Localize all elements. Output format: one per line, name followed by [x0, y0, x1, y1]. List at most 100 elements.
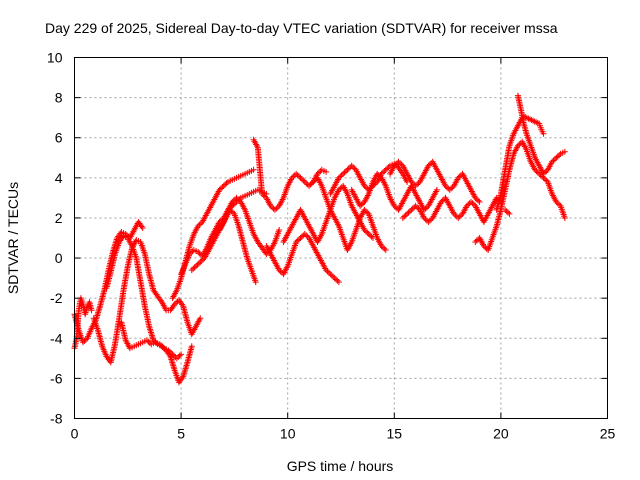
x-tick-label: 0	[71, 426, 79, 442]
data-point-marker	[276, 267, 283, 274]
y-tick-label: 0	[55, 250, 63, 266]
data-point-marker	[267, 202, 274, 209]
data-point-marker	[340, 170, 347, 177]
data-point-marker	[171, 301, 178, 308]
data-point-marker	[422, 205, 429, 212]
data-point-marker	[482, 244, 489, 251]
data-point-marker	[294, 237, 301, 244]
data-point-marker	[88, 307, 95, 314]
data-point-marker	[412, 182, 419, 189]
data-point-marker	[176, 352, 183, 359]
data-point-marker	[170, 352, 177, 359]
data-point-marker	[396, 160, 403, 167]
data-points	[71, 92, 568, 386]
data-point-marker	[364, 209, 371, 216]
data-point-marker	[502, 206, 509, 213]
data-point-marker	[325, 269, 332, 276]
data-point-marker	[357, 202, 364, 209]
data-point-marker	[361, 206, 368, 213]
data-point-marker	[276, 226, 283, 233]
data-point-marker	[296, 173, 303, 180]
data-point-marker	[234, 196, 241, 203]
data-point-marker	[233, 194, 240, 201]
data-point-marker	[290, 173, 297, 180]
data-point-marker	[252, 279, 259, 286]
data-point-marker	[405, 209, 412, 216]
data-point-marker	[229, 209, 236, 216]
y-tick-label: -8	[50, 411, 63, 427]
data-point-marker	[156, 341, 163, 348]
data-point-marker	[293, 239, 300, 246]
data-point-marker	[554, 200, 561, 207]
data-point-marker	[465, 201, 472, 208]
data-point-marker	[392, 161, 399, 168]
data-point-marker	[475, 197, 482, 204]
data-point-marker	[344, 166, 351, 173]
data-point-marker	[469, 200, 476, 207]
data-point-marker	[379, 169, 386, 176]
data-point-marker	[382, 247, 389, 254]
data-point-marker	[473, 196, 480, 203]
data-point-marker	[173, 355, 180, 362]
data-point-marker	[408, 178, 415, 185]
data-point-marker	[300, 177, 307, 184]
data-point-marker	[365, 230, 372, 237]
data-point-marker	[402, 212, 409, 219]
data-point-marker	[539, 173, 546, 180]
data-point-marker	[472, 239, 479, 246]
data-point-marker	[550, 157, 557, 164]
data-point-marker	[222, 181, 229, 188]
data-point-marker	[395, 158, 402, 165]
data-point-marker	[375, 172, 382, 179]
data-point-marker	[442, 182, 449, 189]
data-point-marker	[406, 208, 413, 215]
data-point-marker	[327, 271, 334, 278]
data-point-marker	[335, 279, 342, 286]
data-point-marker	[368, 233, 375, 240]
x-axis-title: GPS time / hours	[287, 458, 394, 474]
data-point-marker	[378, 243, 385, 250]
data-point-marker	[514, 142, 521, 149]
y-tick-labels: -8 -6 -4 -2 0 2 4 6 8 10	[47, 50, 63, 427]
x-tick-labels: 0 5 10 15 20 25	[71, 426, 616, 442]
x-tick-label: 25	[600, 426, 616, 442]
data-point-marker	[421, 214, 428, 221]
data-point-marker	[362, 208, 369, 215]
data-point-marker	[426, 217, 433, 224]
data-point-marker	[335, 186, 342, 193]
data-point-marker	[159, 343, 166, 350]
data-point-marker	[392, 204, 399, 211]
y-axis-title: SDTVAR / TECUs	[5, 182, 21, 294]
data-point-marker	[308, 180, 315, 187]
y-tick-label: 4	[55, 170, 63, 186]
data-point-marker	[379, 244, 386, 251]
data-point-marker	[399, 214, 406, 221]
data-point-marker	[505, 209, 512, 216]
data-point-marker	[338, 172, 345, 179]
data-point-marker	[358, 201, 365, 208]
data-point-marker	[193, 263, 200, 270]
data-point-marker	[197, 315, 204, 322]
data-point-marker	[362, 228, 369, 235]
data-point-marker	[408, 206, 415, 213]
data-point-marker	[335, 174, 342, 181]
data-point-marker	[540, 130, 547, 137]
data-point-marker	[277, 268, 284, 275]
data-point-marker	[540, 170, 547, 177]
data-point-marker	[288, 174, 295, 181]
data-point-marker	[191, 264, 198, 271]
data-point-marker	[334, 277, 341, 284]
data-point-marker	[188, 343, 195, 350]
data-point-marker	[229, 198, 236, 205]
data-point-marker	[337, 173, 344, 180]
data-point-marker	[472, 194, 479, 201]
data-point-marker	[306, 182, 313, 189]
data-point-marker	[381, 245, 388, 252]
data-point-marker	[455, 214, 462, 221]
data-point-marker	[294, 172, 301, 179]
data-point-marker	[409, 180, 416, 187]
data-point-marker	[296, 236, 303, 243]
data-point-marker	[414, 204, 421, 211]
data-point-marker	[361, 226, 368, 233]
data-point-marker	[364, 229, 371, 236]
